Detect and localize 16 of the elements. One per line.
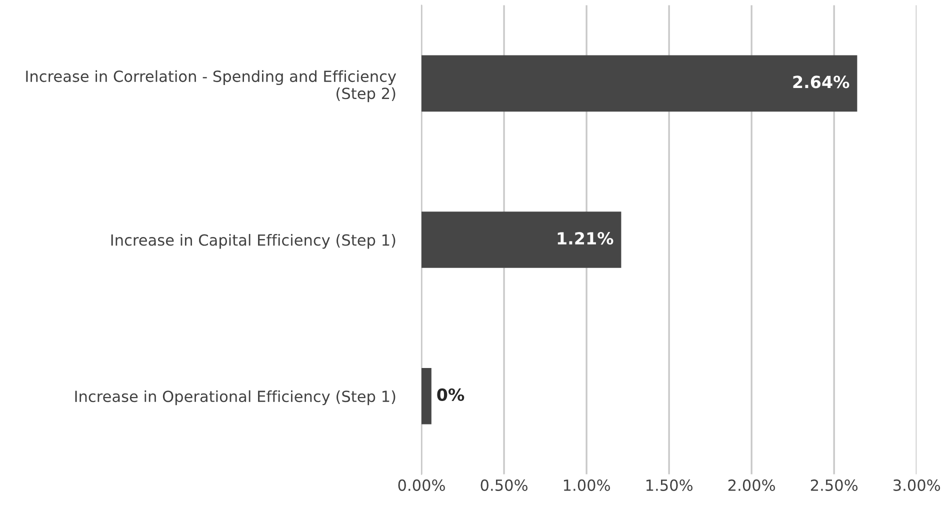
x-tick-label: 2.50% (810, 479, 858, 491)
bar (422, 55, 858, 112)
data-label: 1.21% (558, 232, 614, 245)
x-tick-label: 2.00% (728, 479, 775, 491)
bar (422, 212, 622, 268)
bar (422, 368, 432, 424)
x-tick-label: 0.00% (398, 479, 445, 491)
data-label: 0% (437, 388, 464, 401)
data-label: 2.64% (793, 76, 850, 88)
x-tick-label: 1.50% (646, 479, 692, 491)
x-tick-label: 0.50% (480, 479, 528, 491)
x-tick-label: 3.00% (893, 479, 940, 491)
y-tick-label: Increase in Capital Efficiency (Step 1) (111, 234, 396, 249)
y-tick-label: Increase in Operational Efficiency (Step 1) (75, 390, 396, 406)
x-tick-label: 1.00% (564, 479, 610, 491)
y-tick-label: Increase in Correlation - Spending and Efficiency (Step 2) (26, 70, 396, 102)
